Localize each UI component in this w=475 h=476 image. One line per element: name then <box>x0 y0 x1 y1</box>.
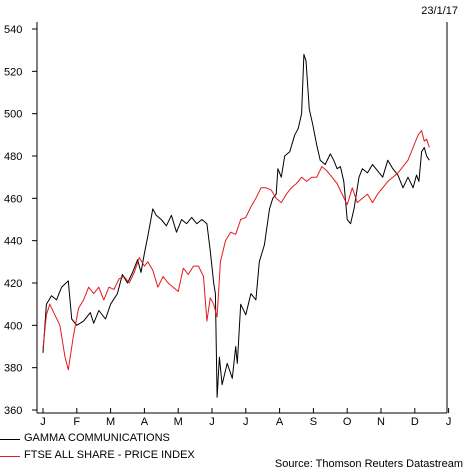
x-tick-label: O <box>343 416 352 425</box>
x-tick-label: J <box>40 416 46 425</box>
series-line-ftse <box>42 130 430 371</box>
y-tick-label: 460 <box>4 193 22 205</box>
x-tick-label: M <box>174 416 183 425</box>
date-label: 23/1/17 <box>421 5 458 17</box>
x-tick-label: S <box>310 416 317 425</box>
source-note: Source: Thomson Reuters Datastream <box>274 458 463 470</box>
x-tick-label: J <box>446 416 452 425</box>
x-tick-label: M <box>106 416 115 425</box>
line-chart: 360 380 400 420 440 460 480 500 520 540 J F M A M J J A S… <box>4 22 451 425</box>
y-tick-label: 380 <box>4 363 22 375</box>
y-tick-label: 400 <box>4 320 22 332</box>
x-tick-label: N <box>377 416 385 425</box>
x-tick-label: F <box>73 416 80 425</box>
x-tick-label: J <box>243 416 249 425</box>
x-tick-label: A <box>276 416 284 425</box>
legend-label-gamma: GAMMA COMMUNICATIONS <box>24 432 170 444</box>
y-tick-label: 540 <box>4 24 22 36</box>
x-tick-label: A <box>141 416 149 425</box>
plot-frame <box>36 22 448 414</box>
x-tick-label: D <box>411 416 419 425</box>
y-tick-label: 520 <box>4 66 22 78</box>
y-tick-label: 480 <box>4 151 22 163</box>
legend-label-ftse: FTSE ALL SHARE - PRICE INDEX <box>24 449 195 461</box>
legend-swatch-ftse <box>0 456 20 457</box>
y-tick-label: 360 <box>4 405 22 417</box>
y-tick-label: 500 <box>4 109 22 121</box>
series-line-gamma <box>42 53 430 398</box>
series-layer <box>42 53 430 398</box>
y-axis: 360 380 400 420 440 460 480 500 520 540 <box>4 24 37 417</box>
y-tick-label: 420 <box>4 278 22 290</box>
y-tick-label: 440 <box>4 236 22 248</box>
x-tick-label: J <box>209 416 215 425</box>
legend-swatch-gamma <box>0 439 20 440</box>
